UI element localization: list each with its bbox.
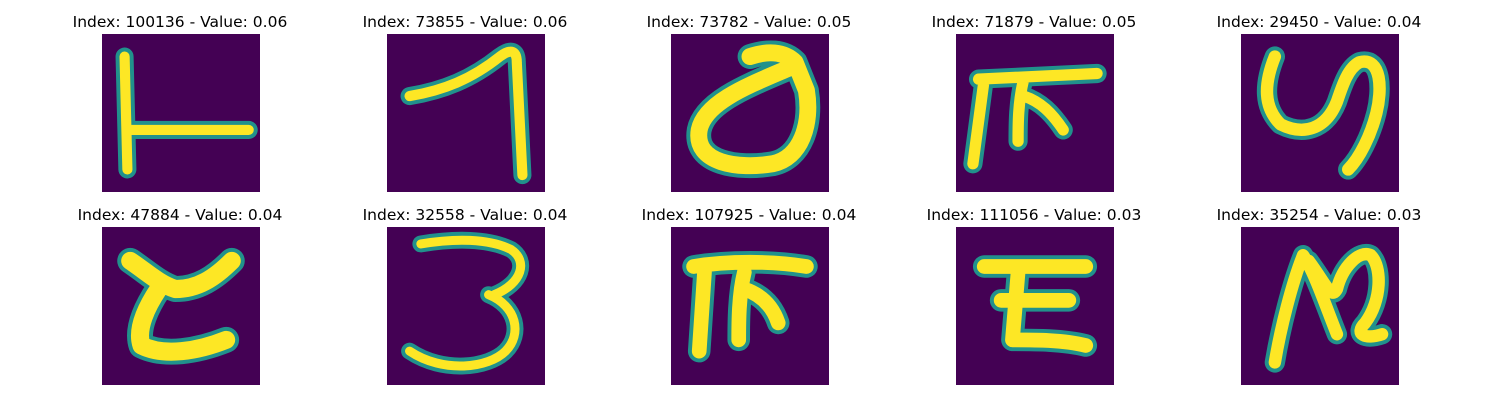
panel-8: Index: 107925 - Value: 0.04 xyxy=(642,205,856,385)
panel-title: Index: 29450 - Value: 0.04 xyxy=(1216,13,1422,31)
panel-6: Index: 47884 - Value: 0.04 xyxy=(78,205,282,385)
digit-image xyxy=(956,227,1114,385)
panel-title: Index: 73855 - Value: 0.06 xyxy=(362,13,568,31)
digit-image xyxy=(671,227,829,385)
digit-image xyxy=(956,34,1114,192)
panel-10: Index: 35254 - Value: 0.03 xyxy=(1217,205,1421,385)
panel-3: Index: 73782 - Value: 0.05 xyxy=(647,12,851,192)
digit-image xyxy=(1241,34,1399,192)
digit-image xyxy=(387,227,545,385)
digit-image xyxy=(671,34,829,192)
panel-2: Index: 73855 - Value: 0.06 xyxy=(363,12,567,192)
panel-title: Index: 71879 - Value: 0.05 xyxy=(931,13,1137,31)
panel-7: Index: 32558 - Value: 0.04 xyxy=(363,205,567,385)
panel-title: Index: 47884 - Value: 0.04 xyxy=(77,206,283,224)
panel-title: Index: 73782 - Value: 0.05 xyxy=(646,13,852,31)
panel-9: Index: 111056 - Value: 0.03 xyxy=(927,205,1141,385)
digit-image xyxy=(1241,227,1399,385)
digit-image xyxy=(102,34,260,192)
panel-title: Index: 32558 - Value: 0.04 xyxy=(362,206,568,224)
panel-title: Index: 111056 - Value: 0.03 xyxy=(926,206,1142,224)
digit-image xyxy=(387,34,545,192)
panel-title: Index: 100136 - Value: 0.06 xyxy=(72,13,288,31)
digit-image xyxy=(102,227,260,385)
panel-title: Index: 35254 - Value: 0.03 xyxy=(1216,206,1422,224)
panel-4: Index: 71879 - Value: 0.05 xyxy=(932,12,1136,192)
panel-title: Index: 107925 - Value: 0.04 xyxy=(641,206,857,224)
panel-5: Index: 29450 - Value: 0.04 xyxy=(1217,12,1421,192)
panel-1: Index: 100136 - Value: 0.06 xyxy=(73,12,287,192)
